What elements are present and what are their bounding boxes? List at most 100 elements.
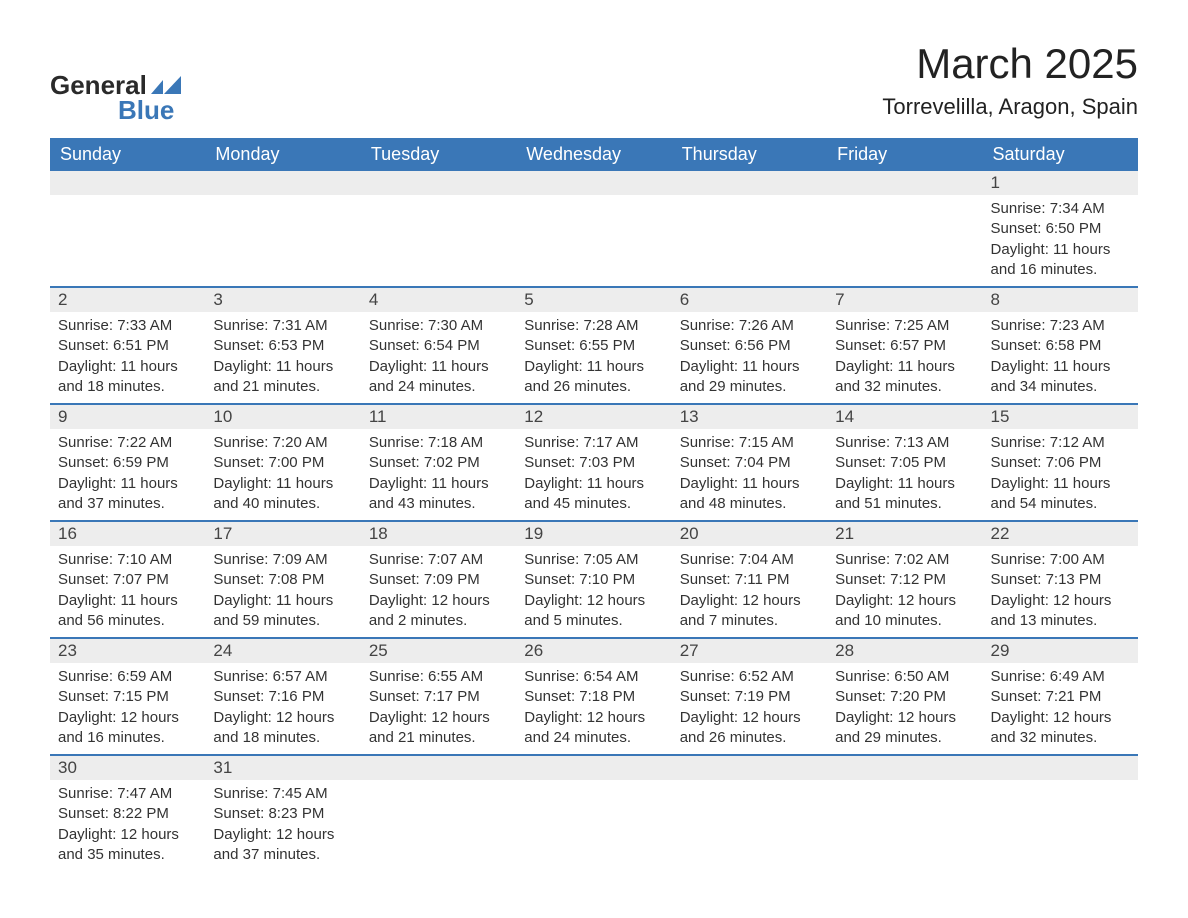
- day-number: [672, 171, 827, 195]
- day-content: Sunrise: 6:57 AMSunset: 7:16 PMDaylight:…: [205, 663, 360, 754]
- day-content: Sunrise: 7:02 AMSunset: 7:12 PMDaylight:…: [827, 546, 982, 637]
- day-content: [672, 195, 827, 215]
- weekday-header: Thursday: [672, 138, 827, 171]
- calendar-day-cell: 27Sunrise: 6:52 AMSunset: 7:19 PMDayligh…: [672, 638, 827, 755]
- daylight-text: Daylight: 11 hours and 45 minutes.: [524, 474, 663, 515]
- calendar-day-cell: 10Sunrise: 7:20 AMSunset: 7:00 PMDayligh…: [205, 404, 360, 521]
- calendar-day-cell: [672, 755, 827, 871]
- calendar-day-cell: 3Sunrise: 7:31 AMSunset: 6:53 PMDaylight…: [205, 287, 360, 404]
- calendar-day-cell: [361, 171, 516, 287]
- calendar-day-cell: [827, 171, 982, 287]
- sunset-text: Sunset: 7:17 PM: [369, 687, 508, 707]
- day-number: 16: [50, 522, 205, 546]
- daylight-text: Daylight: 12 hours and 24 minutes.: [524, 708, 663, 749]
- calendar-day-cell: 4Sunrise: 7:30 AMSunset: 6:54 PMDaylight…: [361, 287, 516, 404]
- daylight-text: Daylight: 11 hours and 18 minutes.: [58, 357, 197, 398]
- day-number: 22: [983, 522, 1138, 546]
- sunrise-text: Sunrise: 6:55 AM: [369, 667, 508, 687]
- daylight-text: Daylight: 12 hours and 18 minutes.: [213, 708, 352, 749]
- daylight-text: Daylight: 12 hours and 5 minutes.: [524, 591, 663, 632]
- day-number: 4: [361, 288, 516, 312]
- calendar-day-cell: 19Sunrise: 7:05 AMSunset: 7:10 PMDayligh…: [516, 521, 671, 638]
- daylight-text: Daylight: 11 hours and 56 minutes.: [58, 591, 197, 632]
- daylight-text: Daylight: 11 hours and 54 minutes.: [991, 474, 1130, 515]
- sunrise-text: Sunrise: 7:15 AM: [680, 433, 819, 453]
- sunrise-text: Sunrise: 7:31 AM: [213, 316, 352, 336]
- day-number: 8: [983, 288, 1138, 312]
- sunrise-text: Sunrise: 7:05 AM: [524, 550, 663, 570]
- sunrise-text: Sunrise: 6:52 AM: [680, 667, 819, 687]
- day-content: Sunrise: 7:47 AMSunset: 8:22 PMDaylight:…: [50, 780, 205, 871]
- month-title: March 2025: [882, 40, 1138, 88]
- day-number: 23: [50, 639, 205, 663]
- day-number: 7: [827, 288, 982, 312]
- weekday-header: Monday: [205, 138, 360, 171]
- daylight-text: Daylight: 12 hours and 2 minutes.: [369, 591, 508, 632]
- day-content: Sunrise: 7:13 AMSunset: 7:05 PMDaylight:…: [827, 429, 982, 520]
- calendar-week-row: 9Sunrise: 7:22 AMSunset: 6:59 PMDaylight…: [50, 404, 1138, 521]
- sunset-text: Sunset: 6:58 PM: [991, 336, 1130, 356]
- calendar-day-cell: 24Sunrise: 6:57 AMSunset: 7:16 PMDayligh…: [205, 638, 360, 755]
- daylight-text: Daylight: 12 hours and 32 minutes.: [991, 708, 1130, 749]
- sunset-text: Sunset: 8:22 PM: [58, 804, 197, 824]
- calendar-day-cell: [361, 755, 516, 871]
- day-number: 9: [50, 405, 205, 429]
- day-content: Sunrise: 6:59 AMSunset: 7:15 PMDaylight:…: [50, 663, 205, 754]
- sunrise-text: Sunrise: 7:20 AM: [213, 433, 352, 453]
- weekday-header: Saturday: [983, 138, 1138, 171]
- calendar-day-cell: 11Sunrise: 7:18 AMSunset: 7:02 PMDayligh…: [361, 404, 516, 521]
- calendar-day-cell: [827, 755, 982, 871]
- logo: General Blue: [50, 40, 181, 126]
- sunrise-text: Sunrise: 7:22 AM: [58, 433, 197, 453]
- sunrise-text: Sunrise: 7:45 AM: [213, 784, 352, 804]
- day-number: 2: [50, 288, 205, 312]
- day-number: [672, 756, 827, 780]
- calendar-day-cell: 28Sunrise: 6:50 AMSunset: 7:20 PMDayligh…: [827, 638, 982, 755]
- day-content: Sunrise: 7:00 AMSunset: 7:13 PMDaylight:…: [983, 546, 1138, 637]
- day-number: 15: [983, 405, 1138, 429]
- day-number: 31: [205, 756, 360, 780]
- daylight-text: Daylight: 11 hours and 40 minutes.: [213, 474, 352, 515]
- calendar-day-cell: 30Sunrise: 7:47 AMSunset: 8:22 PMDayligh…: [50, 755, 205, 871]
- day-content: Sunrise: 6:55 AMSunset: 7:17 PMDaylight:…: [361, 663, 516, 754]
- day-content: Sunrise: 7:45 AMSunset: 8:23 PMDaylight:…: [205, 780, 360, 871]
- day-number: 19: [516, 522, 671, 546]
- day-content: [516, 780, 671, 800]
- sunset-text: Sunset: 7:12 PM: [835, 570, 974, 590]
- day-content: Sunrise: 7:26 AMSunset: 6:56 PMDaylight:…: [672, 312, 827, 403]
- day-content: [827, 780, 982, 800]
- sunset-text: Sunset: 6:54 PM: [369, 336, 508, 356]
- sunset-text: Sunset: 7:04 PM: [680, 453, 819, 473]
- sunset-text: Sunset: 7:06 PM: [991, 453, 1130, 473]
- calendar-body: 1Sunrise: 7:34 AMSunset: 6:50 PMDaylight…: [50, 171, 1138, 871]
- daylight-text: Daylight: 11 hours and 29 minutes.: [680, 357, 819, 398]
- sunset-text: Sunset: 7:08 PM: [213, 570, 352, 590]
- sunset-text: Sunset: 7:21 PM: [991, 687, 1130, 707]
- day-number: 18: [361, 522, 516, 546]
- day-number: [516, 171, 671, 195]
- sunrise-text: Sunrise: 7:10 AM: [58, 550, 197, 570]
- calendar-day-cell: 21Sunrise: 7:02 AMSunset: 7:12 PMDayligh…: [827, 521, 982, 638]
- sunset-text: Sunset: 7:13 PM: [991, 570, 1130, 590]
- day-number: 30: [50, 756, 205, 780]
- day-number: 25: [361, 639, 516, 663]
- calendar-day-cell: 18Sunrise: 7:07 AMSunset: 7:09 PMDayligh…: [361, 521, 516, 638]
- sunset-text: Sunset: 7:03 PM: [524, 453, 663, 473]
- day-content: [983, 780, 1138, 800]
- sunrise-text: Sunrise: 7:04 AM: [680, 550, 819, 570]
- day-number: [205, 171, 360, 195]
- sunrise-text: Sunrise: 7:17 AM: [524, 433, 663, 453]
- daylight-text: Daylight: 11 hours and 37 minutes.: [58, 474, 197, 515]
- sunset-text: Sunset: 7:09 PM: [369, 570, 508, 590]
- daylight-text: Daylight: 11 hours and 24 minutes.: [369, 357, 508, 398]
- daylight-text: Daylight: 11 hours and 26 minutes.: [524, 357, 663, 398]
- sunrise-text: Sunrise: 7:23 AM: [991, 316, 1130, 336]
- day-number: [50, 171, 205, 195]
- sunrise-text: Sunrise: 6:57 AM: [213, 667, 352, 687]
- sunrise-text: Sunrise: 6:59 AM: [58, 667, 197, 687]
- sunrise-text: Sunrise: 7:25 AM: [835, 316, 974, 336]
- daylight-text: Daylight: 12 hours and 13 minutes.: [991, 591, 1130, 632]
- day-content: [827, 195, 982, 215]
- day-number: 6: [672, 288, 827, 312]
- calendar-day-cell: 12Sunrise: 7:17 AMSunset: 7:03 PMDayligh…: [516, 404, 671, 521]
